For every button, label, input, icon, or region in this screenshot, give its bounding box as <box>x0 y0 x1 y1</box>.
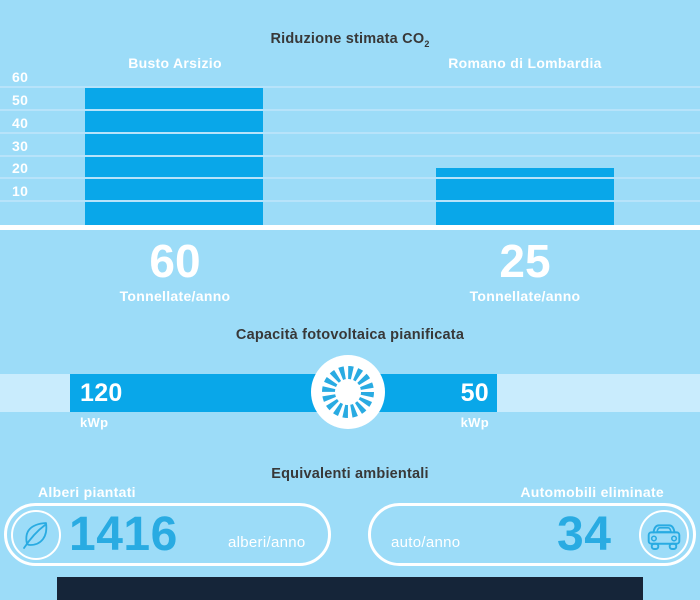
capacity-value-romano-di-lombardia: 50 <box>460 379 489 407</box>
cars-unit: auto/anno <box>391 534 461 551</box>
capacity-unit-label: kWp <box>80 415 109 430</box>
gridline <box>0 109 700 112</box>
co2-value-busto-arsizio: 60 <box>149 235 201 287</box>
y-axis-tick-label: 50 <box>12 92 29 109</box>
y-axis-tick-label: 60 <box>12 69 29 86</box>
cars-capsule: auto/anno 34 <box>368 503 696 566</box>
gridline <box>0 177 700 180</box>
capacity-unit-label: kWp <box>460 415 489 430</box>
trees-capsule: 1416 alberi/anno <box>4 503 331 566</box>
y-axis-tick-label: 40 <box>12 114 29 131</box>
footer-bar <box>57 577 643 600</box>
cars-label: Automobili eliminate <box>520 484 664 500</box>
trees-value: 1416 <box>69 508 178 561</box>
car-icon <box>639 509 689 560</box>
y-axis-tick-label: 10 <box>12 183 29 200</box>
gridline <box>0 86 700 89</box>
co2-chart-title-text: Riduzione stimata CO <box>270 31 425 47</box>
trees-unit: alberi/anno <box>228 534 306 551</box>
capacity-section-title: Capacità fotovoltaica pianificata <box>235 327 465 343</box>
co2-chart-plot: 10 20 30 40 50 60 <box>0 69 700 225</box>
co2-unit-label: Tonnellate/anno <box>469 288 581 304</box>
equivalents-section-title: Equivalenti ambientali <box>271 466 429 482</box>
capacity-fill-bar <box>70 374 497 412</box>
gridline <box>0 154 700 157</box>
co2-value-romano-di-lombardia: 25 <box>499 235 551 287</box>
sun-rays-icon <box>311 355 385 429</box>
trees-label: Alberi piantati <box>38 484 136 500</box>
co2-unit-label: Tonnellate/anno <box>119 288 231 304</box>
cars-value: 34 <box>557 508 612 561</box>
category-label-romano-di-lombardia: Romano di Lombardia <box>448 55 602 71</box>
gridline <box>0 200 700 203</box>
leaf-icon <box>11 509 61 560</box>
y-axis-tick-label: 20 <box>12 160 29 177</box>
category-label-busto-arsizio: Busto Arsizio <box>128 55 222 71</box>
y-axis-tick-label: 30 <box>12 137 29 154</box>
gridline <box>0 131 700 134</box>
co2-chart-title: Riduzione stimata CO2 <box>0 31 700 49</box>
co2-subscript: 2 <box>424 38 430 49</box>
x-axis-baseline <box>0 225 700 230</box>
capacity-value-busto-arsizio: 120 <box>80 379 123 407</box>
